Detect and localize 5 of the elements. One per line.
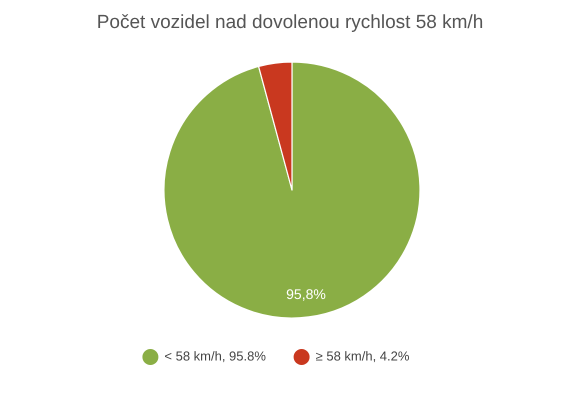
chart-title: Počet vozidel nad dovolenou rychlost 58 km/h — [96, 12, 484, 33]
legend-label: ≥ 58 km/h, 4.2% — [316, 348, 410, 364]
data-label: 95,8% — [286, 286, 326, 302]
pie-slice — [163, 61, 421, 318]
legend-label: < 58 km/h, 95.8% — [164, 348, 266, 364]
